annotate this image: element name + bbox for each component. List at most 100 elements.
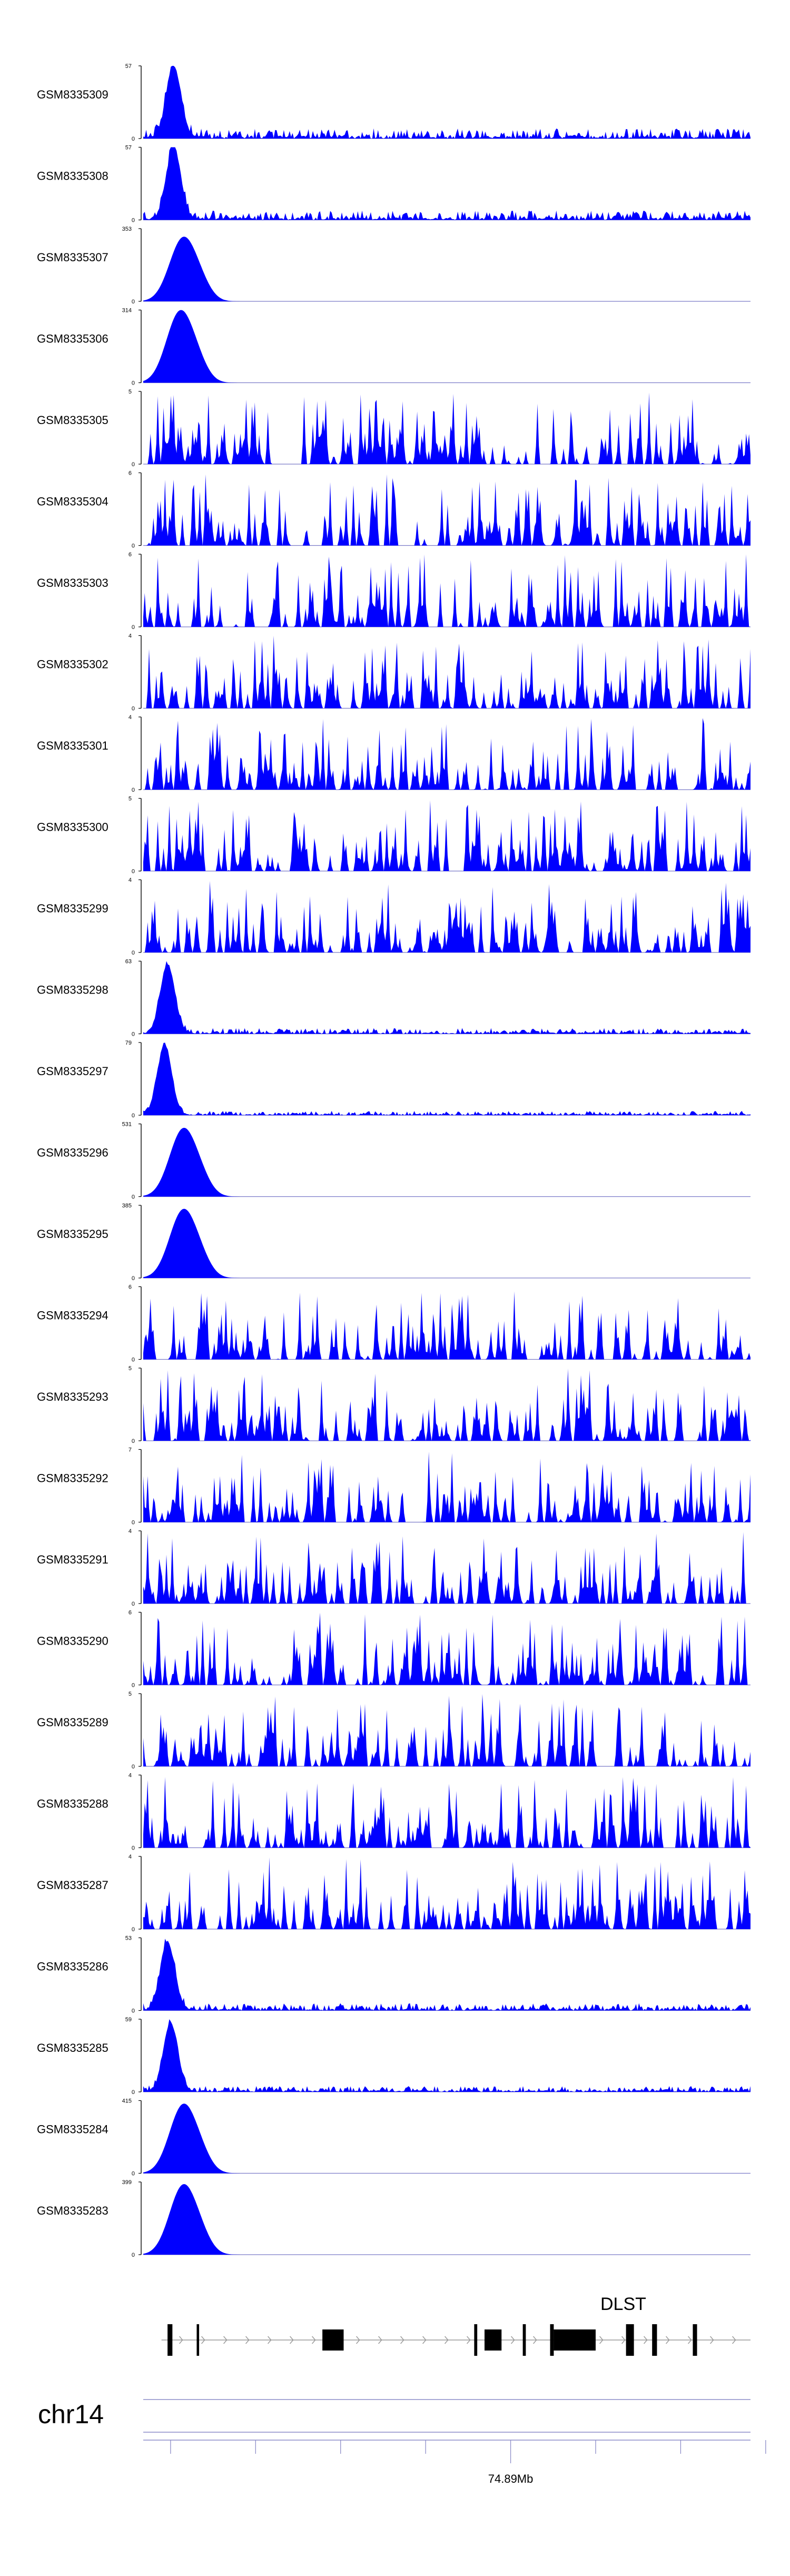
- track-ymin-label: 0: [132, 1357, 135, 1363]
- track-ymax-label: 314: [122, 308, 132, 314]
- track-GSM8335292: GSM8335292 7 0: [37, 1447, 750, 1526]
- track-ymin-label: 0: [132, 2171, 135, 2177]
- track-ymin-label: 0: [132, 1764, 135, 1770]
- track-label: GSM8335295: [37, 1227, 108, 1241]
- track-ymax-label: 5: [129, 796, 132, 802]
- track-ymax-label: 5: [129, 389, 132, 395]
- gene-exon: [554, 2329, 596, 2351]
- strand-arrow: [201, 2336, 205, 2344]
- gene-exon: [167, 2324, 173, 2356]
- track-label: GSM8335304: [37, 495, 108, 508]
- track-signal-area: [143, 554, 750, 627]
- signal-tracks: GSM8335309570GSM8335308570GSM83353073530…: [37, 63, 750, 2258]
- strand-arrow: [445, 2336, 449, 2344]
- track-signal-area: [143, 1043, 750, 1115]
- track-GSM8335299: GSM8335299 4 0: [37, 877, 750, 956]
- track-ymin-label: 0: [132, 1926, 135, 1933]
- track-label: GSM8335306: [37, 332, 108, 346]
- gene-exon: [693, 2324, 697, 2356]
- track-ymin-label: 0: [132, 1031, 135, 1038]
- track-ymax-label: 5: [129, 1691, 132, 1697]
- track-label: GSM8335305: [37, 414, 108, 427]
- track-ymin-label: 0: [132, 1275, 135, 1282]
- track-ymax-label: 53: [125, 1935, 132, 1942]
- track-GSM8335291: GSM8335291 4 0: [37, 1528, 750, 1607]
- track-GSM8335305: GSM8335305 5 0: [37, 389, 750, 468]
- track-signal-area: [143, 1777, 750, 1848]
- track-signal-area: [143, 635, 750, 709]
- track-label: GSM8335288: [37, 1797, 108, 1811]
- track-GSM8335307: GSM8335307 353 0: [37, 226, 750, 305]
- track-ymax-label: 6: [129, 470, 132, 477]
- track-ymax-label: 4: [129, 1773, 132, 1779]
- strand-arrow: [511, 2336, 515, 2344]
- track-ymin-label: 0: [132, 2008, 135, 2014]
- track-ymax-label: 6: [129, 1610, 132, 1616]
- strand-arrow: [356, 2336, 360, 2344]
- track-GSM8335285: GSM8335285 59 0: [37, 2017, 750, 2096]
- track-GSM8335286: GSM8335286 53 0: [37, 1935, 750, 2014]
- gene-track: DLST: [161, 2294, 750, 2356]
- track-signal-area: [143, 474, 750, 546]
- track-GSM8335287: GSM8335287 4 0: [37, 1854, 750, 1933]
- track-GSM8335288: GSM8335288 4 0: [37, 1773, 750, 1852]
- track-label: GSM8335285: [37, 2041, 108, 2054]
- gene-exon: [322, 2329, 344, 2351]
- track-label: GSM8335284: [37, 2123, 108, 2136]
- track-ymin-label: 0: [132, 218, 135, 224]
- track-ymax-label: 4: [129, 714, 132, 721]
- track-GSM8335293: GSM8335293 5 0: [37, 1365, 750, 1444]
- strand-arrow: [223, 2336, 228, 2344]
- gene-label-dlst: DLST: [600, 2294, 646, 2314]
- track-label: GSM8335286: [37, 1960, 108, 1973]
- track-ymax-label: 4: [129, 633, 132, 640]
- track-ymin-label: 0: [132, 1683, 135, 1689]
- track-ymax-label: 7: [129, 1447, 132, 1453]
- track-signal-area: [143, 310, 750, 383]
- track-label: GSM8335300: [37, 821, 108, 834]
- gene-exon: [626, 2324, 634, 2356]
- track-signal-area: [143, 1127, 750, 1197]
- track-GSM8335309: GSM8335309 57 0: [37, 63, 750, 142]
- track-GSM8335298: GSM8335298 63 0: [37, 959, 750, 1038]
- track-ymin-label: 0: [132, 950, 135, 956]
- track-signal-area: [143, 1532, 750, 1604]
- track-ymax-label: 385: [122, 1203, 132, 1209]
- track-ymax-label: 531: [122, 1122, 132, 1128]
- track-signal-area: [143, 800, 750, 871]
- track-signal-area: [143, 881, 750, 952]
- track-label: GSM8335302: [37, 658, 108, 671]
- strand-arrow: [533, 2336, 537, 2344]
- track-label: GSM8335289: [37, 1716, 108, 1729]
- track-GSM8335302: GSM8335302 4 0: [37, 633, 750, 712]
- gene-exon: [550, 2324, 554, 2356]
- strand-arrow: [290, 2336, 294, 2344]
- track-ymin-label: 0: [132, 624, 135, 631]
- track-GSM8335301: GSM8335301 4 0: [37, 714, 750, 793]
- track-ymax-label: 5: [129, 1365, 132, 1372]
- track-label: GSM8335294: [37, 1309, 108, 1322]
- track-ymax-label: 4: [129, 877, 132, 883]
- track-label: GSM8335309: [37, 88, 108, 101]
- track-label: GSM8335291: [37, 1553, 108, 1566]
- gene-exon: [522, 2324, 526, 2356]
- track-ymin-label: 0: [132, 1194, 135, 1201]
- track-ymin-label: 0: [132, 136, 135, 142]
- track-ymax-label: 63: [125, 959, 132, 965]
- track-ymin-label: 0: [132, 380, 135, 387]
- strand-arrow: [666, 2336, 670, 2344]
- track-ymin-label: 0: [132, 1438, 135, 1444]
- track-GSM8335296: GSM8335296 531 0: [37, 1122, 750, 1201]
- track-signal-area: [143, 1857, 750, 1929]
- track-GSM8335289: GSM8335289 5 0: [37, 1691, 750, 1770]
- track-GSM8335300: GSM8335300 5 0: [37, 796, 750, 875]
- chromosome-ideogram-track: chr14: [38, 2399, 750, 2433]
- track-GSM8335304: GSM8335304 6 0: [37, 470, 750, 549]
- track-ymax-label: 353: [122, 226, 132, 232]
- strand-arrow: [732, 2336, 736, 2344]
- strand-arrow: [710, 2336, 714, 2344]
- track-GSM8335295: GSM8335295 385 0: [37, 1203, 750, 1282]
- track-signal-area: [143, 1369, 750, 1441]
- strand-arrow: [688, 2336, 692, 2344]
